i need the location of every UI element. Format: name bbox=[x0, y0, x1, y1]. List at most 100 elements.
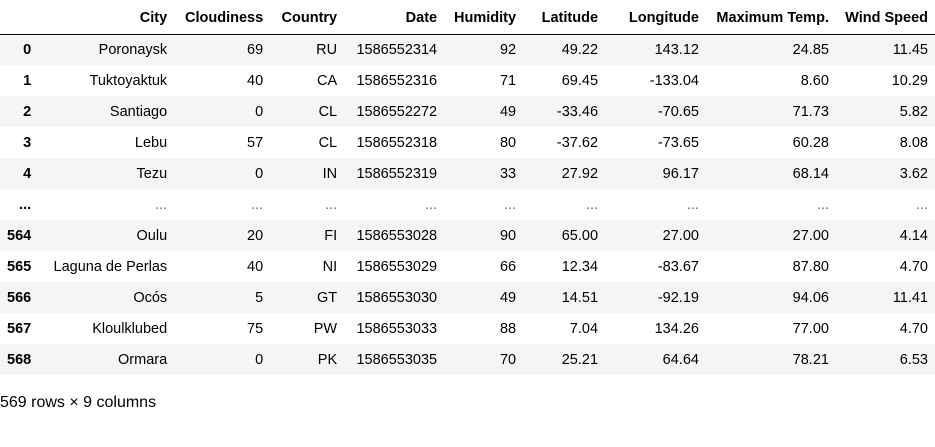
table-cell: RU bbox=[316, 41, 338, 58]
column-header: Maximum Temp. bbox=[705, 0, 836, 35]
table-cell: PW bbox=[313, 320, 338, 337]
table-shape-note: 569 rows × 9 columns bbox=[0, 394, 157, 411]
table-cell: 4.70 bbox=[899, 320, 928, 337]
row-index: 3 bbox=[23, 134, 32, 151]
table-cell: 1586552319 bbox=[356, 165, 438, 182]
table-row: 4 Tezu 0 IN 1586552319 33 27.92 96.17 68.14 3.62 bbox=[0, 158, 935, 189]
table-cell: 78.21 bbox=[792, 351, 829, 368]
table-cell: 14.51 bbox=[561, 289, 599, 306]
table-row: 1 Tuktoyaktuk 40 CA 1586552316 71 69.45 -133.04… bbox=[0, 65, 935, 96]
table-cell: ... bbox=[686, 196, 699, 213]
table-cell: 92 bbox=[499, 41, 517, 58]
table-cell: Laguna de Perlas bbox=[53, 258, 168, 275]
table-cell: 24.85 bbox=[792, 41, 829, 58]
column-header: Humidity bbox=[444, 0, 524, 35]
table-cell: 0 bbox=[255, 103, 264, 120]
table-cell: 20 bbox=[247, 227, 264, 244]
table-cell: Poronaysk bbox=[98, 41, 168, 58]
column-header: Cloudiness bbox=[174, 0, 271, 35]
table-cell: -33.46 bbox=[556, 103, 599, 120]
table-row: 568 Ormara 0 PK 1586553035 70 25.21 64.64 78.21 6… bbox=[0, 344, 935, 375]
row-index: 564 bbox=[7, 227, 32, 244]
table-cell: ... bbox=[325, 196, 338, 213]
table-cell: 90 bbox=[499, 227, 517, 244]
table-cell: 66 bbox=[499, 258, 517, 275]
table-cell: CL bbox=[318, 103, 338, 120]
table-row: 567 Kloulklubed 75 PW 1586553033 88 7.04 134.26… bbox=[0, 313, 935, 344]
table-cell: 6.53 bbox=[899, 351, 928, 368]
table-cell: Kloulklubed bbox=[92, 320, 168, 337]
table-cell: 33 bbox=[499, 165, 517, 182]
table-cell: 71 bbox=[499, 72, 517, 89]
table-cell: 27.92 bbox=[561, 165, 599, 182]
table-cell: 69.45 bbox=[561, 72, 599, 89]
table-cell: 57 bbox=[247, 134, 264, 151]
table-cell: -133.04 bbox=[649, 72, 699, 89]
table-cell: 49 bbox=[499, 103, 517, 120]
table-cell: Oulu bbox=[136, 227, 168, 244]
ellipsis-row: .............................. bbox=[0, 189, 935, 220]
table-cell: 49.22 bbox=[561, 41, 599, 58]
table-cell: 60.28 bbox=[792, 134, 829, 151]
column-header: Country bbox=[270, 0, 345, 35]
table-cell: 0 bbox=[255, 351, 264, 368]
table-cell: 25.21 bbox=[561, 351, 599, 368]
table-cell: 65.00 bbox=[561, 227, 599, 244]
table-cell: 11.41 bbox=[892, 289, 928, 306]
table-row: 565 Laguna de Perlas 40 NI 1586553029 66 12.34… bbox=[0, 251, 935, 282]
table-cell: 12.34 bbox=[561, 258, 599, 275]
table-cell: 8.08 bbox=[899, 134, 928, 151]
table-cell: 10.29 bbox=[891, 72, 928, 89]
table-cell: CA bbox=[316, 72, 338, 89]
table-body: 0 Poronaysk 69 RU 1586552314 92 49.22 143.12 24.… bbox=[0, 34, 935, 375]
table-row: 3 Lebu 57 CL 1586552318 80 -37.62 -73.65 60.28 8.… bbox=[0, 127, 935, 158]
table-cell: 4.14 bbox=[899, 227, 928, 244]
table-cell: 94.06 bbox=[792, 289, 829, 306]
table-cell: 71.73 bbox=[792, 103, 829, 120]
table-cell: 143.12 bbox=[654, 41, 699, 58]
table-cell: ... bbox=[915, 196, 928, 213]
row-index: 2 bbox=[23, 103, 32, 120]
table-cell: 1586553035 bbox=[356, 351, 438, 368]
table-cell: ... bbox=[503, 196, 517, 213]
table-cell: 4.70 bbox=[899, 258, 928, 275]
table-cell: 1586553033 bbox=[356, 320, 438, 337]
table-row: 566 Ocós 5 GT 1586553030 49 14.51 -92.19 94.06 11… bbox=[0, 282, 935, 313]
row-index: 4 bbox=[23, 165, 32, 182]
column-header: City bbox=[41, 0, 175, 35]
table-cell: 11.45 bbox=[892, 41, 928, 58]
table-cell: 3.62 bbox=[899, 165, 928, 182]
table-cell: 68.14 bbox=[792, 165, 829, 182]
row-index: 0 bbox=[23, 41, 32, 58]
table-cell: 69 bbox=[247, 41, 264, 58]
table-cell: 96.17 bbox=[662, 165, 699, 182]
column-header: Longitude bbox=[605, 0, 706, 35]
table-header: City Cloudiness Country Date Humidity Latitud… bbox=[0, 0, 935, 35]
table-cell: 1586553030 bbox=[356, 289, 438, 306]
table-cell: 0 bbox=[255, 165, 264, 182]
table-cell: Lebu bbox=[134, 134, 168, 151]
table-cell: 64.64 bbox=[662, 351, 699, 368]
row-index: 566 bbox=[7, 289, 32, 306]
table-cell: 8.60 bbox=[800, 72, 829, 89]
table-cell: NI bbox=[322, 258, 338, 275]
index-header bbox=[0, 0, 42, 35]
table-row: 2 Santiago 0 CL 1586552272 49 -33.46 -70.65 71.7… bbox=[0, 96, 935, 127]
table-cell: PK bbox=[317, 351, 338, 368]
header-row: City Cloudiness Country Date Humidity Latitud… bbox=[0, 0, 935, 35]
table-cell: 40 bbox=[247, 72, 264, 89]
dataframe-output: City Cloudiness Country Date Humidity Latitud… bbox=[0, 0, 935, 375]
row-index: 565 bbox=[7, 258, 32, 275]
table-cell: Ormara bbox=[118, 351, 168, 368]
table-cell: 1586552318 bbox=[356, 134, 438, 151]
dataframe-table: City Cloudiness Country Date Humidity Latitud… bbox=[0, 0, 935, 375]
table-cell: CL bbox=[318, 134, 338, 151]
table-cell: 27.00 bbox=[792, 227, 829, 244]
table-cell: 1586552272 bbox=[356, 103, 438, 120]
table-cell: Santiago bbox=[109, 103, 168, 120]
table-cell: 75 bbox=[247, 320, 264, 337]
table-cell: 5 bbox=[255, 289, 264, 306]
table-cell: 7.04 bbox=[569, 320, 599, 337]
table-cell: 1586553028 bbox=[356, 227, 438, 244]
column-header: Wind Speed bbox=[835, 0, 935, 35]
